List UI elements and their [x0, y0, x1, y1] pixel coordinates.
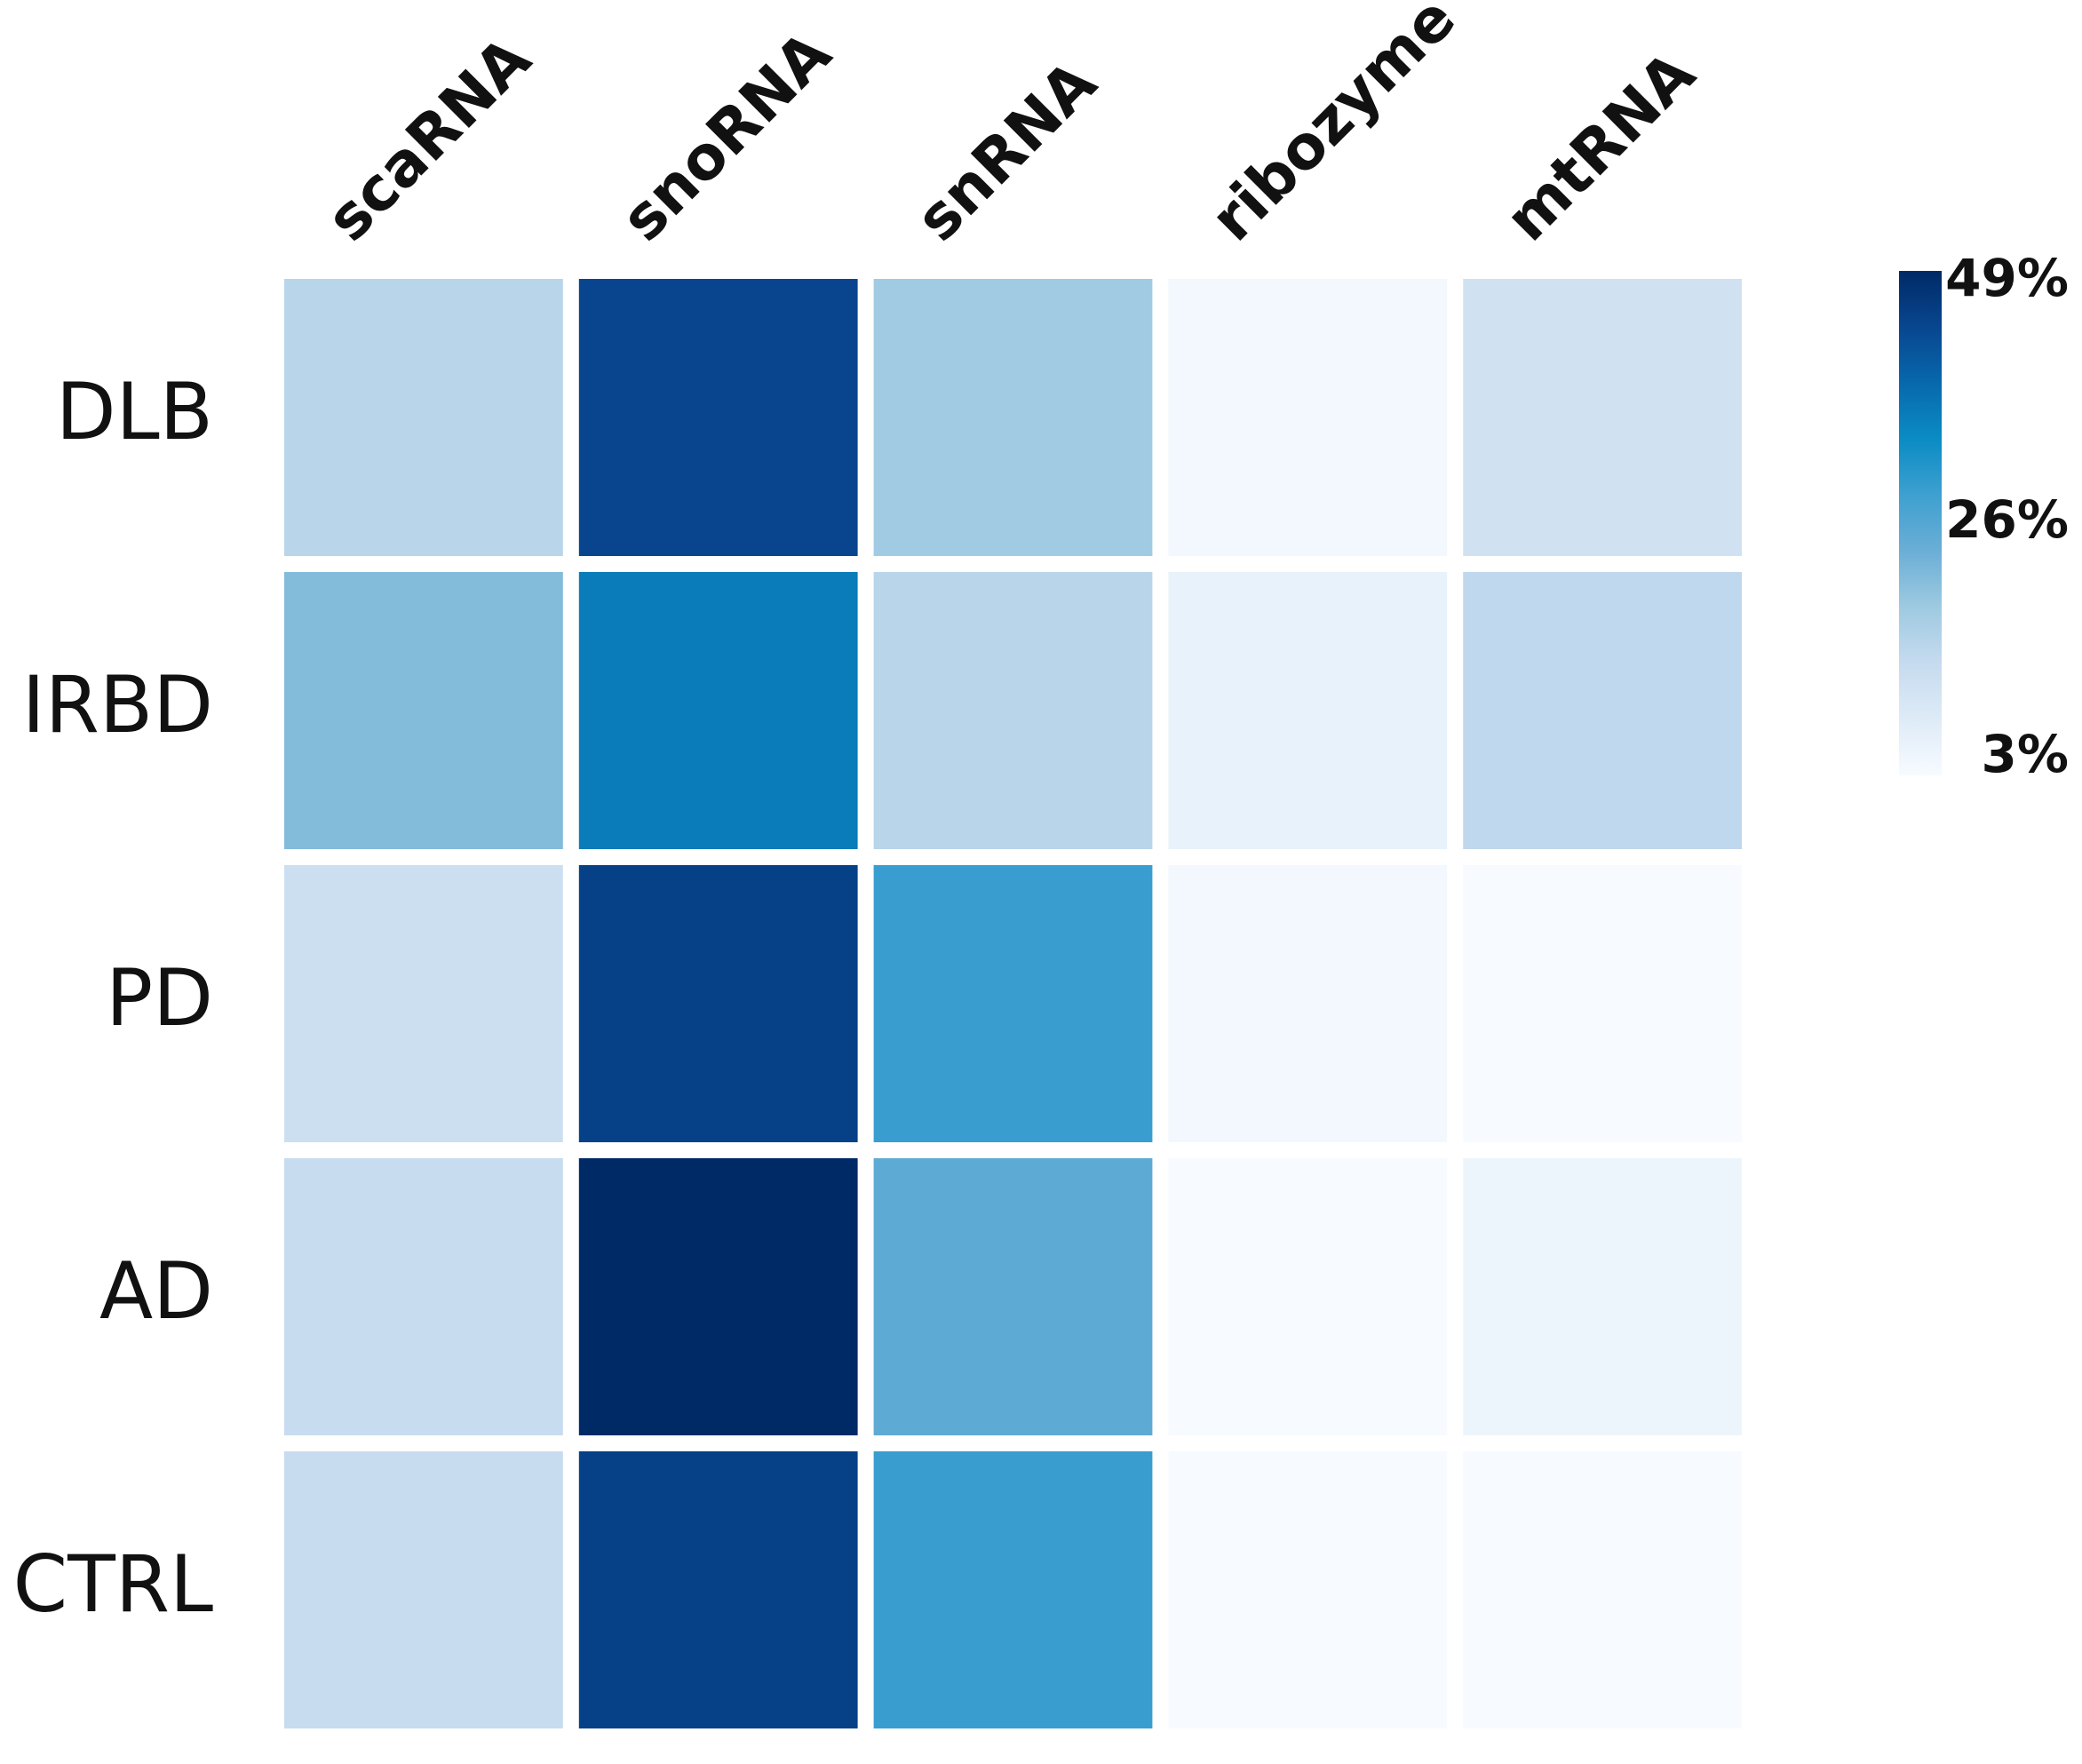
heat-cell [1168, 1158, 1448, 1435]
heat-cell [873, 572, 1153, 849]
heat-cell [1463, 279, 1742, 556]
heat-cell [1168, 865, 1448, 1142]
heat-cell [284, 279, 563, 556]
colorbar [1899, 271, 1942, 775]
colorbar-tick-label: 3% [1982, 724, 2069, 784]
heat-cell [873, 865, 1153, 1142]
heat-cell [578, 1451, 858, 1728]
heat-cell [284, 865, 563, 1142]
heat-cell [1463, 865, 1742, 1142]
column-label: snoRNA [608, 19, 845, 255]
column-label: scaRNA [314, 24, 544, 255]
column-label: ribozyme [1197, 0, 1469, 255]
heat-cell [1463, 1158, 1742, 1435]
heat-cell [1463, 572, 1742, 849]
heat-cell [284, 1158, 563, 1435]
heat-cell [578, 572, 858, 849]
colorbar-tick-label: 49% [1945, 248, 2069, 308]
row-label: AD [99, 1245, 213, 1337]
colorbar-tick-label: 26% [1945, 489, 2069, 550]
heat-cell [578, 1158, 858, 1435]
heat-cell [1168, 279, 1448, 556]
row-label: DLB [56, 366, 213, 457]
row-label: CTRL [13, 1538, 213, 1630]
heat-cell [284, 1451, 563, 1728]
heat-cell [873, 279, 1153, 556]
heat-cell [284, 572, 563, 849]
heat-cell [1168, 572, 1448, 849]
heat-cell [1463, 1451, 1742, 1728]
column-label: mtRNA [1492, 38, 1709, 255]
heat-cell [873, 1451, 1153, 1728]
row-label: IRBD [22, 659, 213, 751]
heat-cell [578, 279, 858, 556]
heat-cell [578, 865, 858, 1142]
heat-cell [1168, 1451, 1448, 1728]
column-label: snRNA [903, 48, 1110, 255]
row-label: PD [106, 952, 213, 1044]
heat-cell [873, 1158, 1153, 1435]
